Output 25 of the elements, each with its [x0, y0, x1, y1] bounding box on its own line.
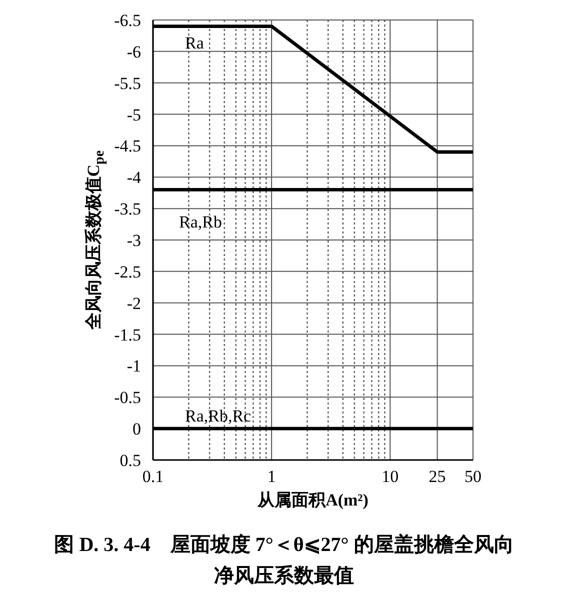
series-label: Ra,Rb,Rc	[185, 406, 252, 426]
series-label: Ra,Rb	[179, 212, 222, 232]
x-tick-label: 50	[464, 467, 482, 486]
y-tick-label: -0.5	[114, 388, 141, 408]
y-tick-label: -4.5	[114, 136, 141, 156]
y-tick-label: 0.5	[120, 451, 141, 470]
series-label: Ra	[185, 33, 204, 52]
x-tick-label: 25	[428, 467, 446, 486]
x-tick-label: 0.1	[142, 467, 164, 486]
y-tick-label: -1	[126, 356, 141, 376]
y-tick-label: -3.5	[114, 200, 141, 219]
y-tick-label: -4	[126, 168, 142, 188]
x-tick-label: 10	[382, 467, 399, 486]
y-tick-label: -3	[126, 231, 141, 250]
x-axis-title: 从属面积A(m²)	[258, 490, 368, 510]
y-tick-label: -5.5	[114, 74, 141, 93]
y-tick-label: -5	[126, 105, 141, 124]
y-tick-label: -2	[126, 294, 141, 313]
y-tick-label: -2.5	[114, 262, 141, 282]
y-tick-label: -1.5	[114, 325, 141, 344]
y-tick-label: -6	[126, 42, 141, 62]
text: 图 D. 3. 4-4 屋面坡度 7°＜θ⩽27° 的屋盖挑檐全风向净风压系数最值	[53, 532, 515, 589]
y-tick-label: 0	[132, 420, 141, 439]
y-tick-label: -6.5	[114, 11, 141, 30]
x-tick-label: 1	[267, 467, 276, 486]
